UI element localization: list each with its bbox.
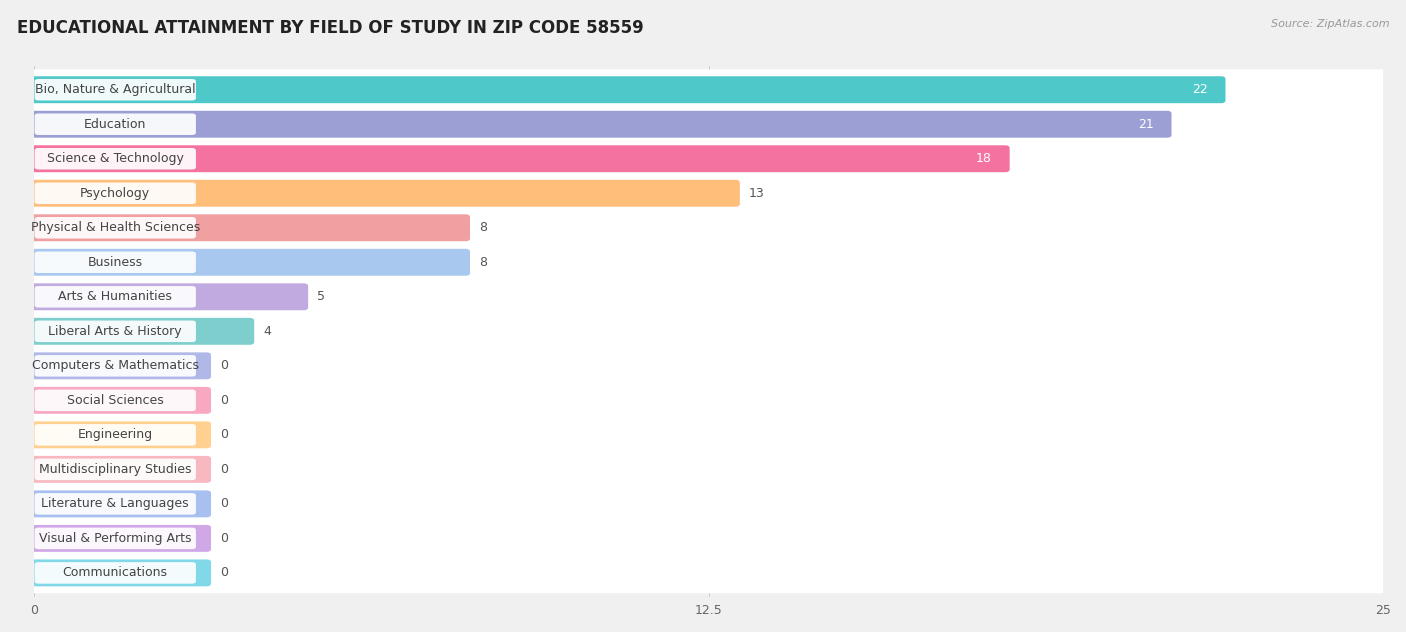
FancyBboxPatch shape (35, 286, 195, 308)
FancyBboxPatch shape (25, 483, 1391, 524)
FancyBboxPatch shape (25, 70, 1391, 110)
FancyBboxPatch shape (35, 79, 195, 100)
FancyBboxPatch shape (25, 552, 1391, 593)
Text: Business: Business (87, 256, 143, 269)
FancyBboxPatch shape (35, 389, 195, 411)
FancyBboxPatch shape (35, 148, 195, 169)
FancyBboxPatch shape (35, 320, 195, 342)
FancyBboxPatch shape (30, 353, 211, 379)
Text: Social Sciences: Social Sciences (67, 394, 163, 407)
Text: Education: Education (84, 118, 146, 131)
Text: Science & Technology: Science & Technology (46, 152, 184, 165)
Text: 0: 0 (221, 428, 228, 441)
FancyBboxPatch shape (35, 528, 195, 549)
FancyBboxPatch shape (30, 318, 254, 345)
Text: Arts & Humanities: Arts & Humanities (58, 290, 172, 303)
FancyBboxPatch shape (35, 183, 195, 204)
FancyBboxPatch shape (25, 346, 1391, 386)
FancyBboxPatch shape (30, 387, 211, 414)
FancyBboxPatch shape (30, 76, 1226, 103)
Text: 0: 0 (221, 497, 228, 511)
Text: Psychology: Psychology (80, 187, 150, 200)
FancyBboxPatch shape (30, 145, 1010, 172)
FancyBboxPatch shape (25, 173, 1391, 214)
Text: 18: 18 (976, 152, 991, 165)
FancyBboxPatch shape (30, 490, 211, 518)
FancyBboxPatch shape (30, 179, 740, 207)
Text: 0: 0 (221, 532, 228, 545)
FancyBboxPatch shape (25, 311, 1391, 351)
Text: 8: 8 (479, 221, 488, 234)
Text: Communications: Communications (63, 566, 167, 580)
Text: 0: 0 (221, 566, 228, 580)
Text: 13: 13 (749, 187, 765, 200)
Text: Engineering: Engineering (77, 428, 153, 441)
FancyBboxPatch shape (25, 207, 1391, 248)
Text: 0: 0 (221, 394, 228, 407)
Text: Multidisciplinary Studies: Multidisciplinary Studies (39, 463, 191, 476)
Text: Visual & Performing Arts: Visual & Performing Arts (39, 532, 191, 545)
FancyBboxPatch shape (25, 380, 1391, 421)
Text: Liberal Arts & History: Liberal Arts & History (48, 325, 181, 338)
Text: Computers & Mathematics: Computers & Mathematics (32, 360, 198, 372)
FancyBboxPatch shape (35, 355, 195, 377)
Text: 8: 8 (479, 256, 488, 269)
FancyBboxPatch shape (25, 415, 1391, 455)
FancyBboxPatch shape (30, 559, 211, 586)
Text: EDUCATIONAL ATTAINMENT BY FIELD OF STUDY IN ZIP CODE 58559: EDUCATIONAL ATTAINMENT BY FIELD OF STUDY… (17, 19, 644, 37)
FancyBboxPatch shape (35, 493, 195, 514)
Text: Literature & Languages: Literature & Languages (41, 497, 188, 511)
Text: Physical & Health Sciences: Physical & Health Sciences (31, 221, 200, 234)
FancyBboxPatch shape (35, 459, 195, 480)
FancyBboxPatch shape (35, 424, 195, 446)
FancyBboxPatch shape (25, 242, 1391, 283)
FancyBboxPatch shape (30, 525, 211, 552)
FancyBboxPatch shape (30, 249, 470, 276)
FancyBboxPatch shape (35, 562, 195, 584)
FancyBboxPatch shape (30, 214, 470, 241)
FancyBboxPatch shape (35, 217, 195, 238)
FancyBboxPatch shape (25, 518, 1391, 559)
FancyBboxPatch shape (25, 104, 1391, 145)
Text: Source: ZipAtlas.com: Source: ZipAtlas.com (1271, 19, 1389, 29)
Text: 22: 22 (1192, 83, 1208, 96)
Text: 5: 5 (318, 290, 325, 303)
FancyBboxPatch shape (30, 422, 211, 448)
FancyBboxPatch shape (35, 114, 195, 135)
FancyBboxPatch shape (30, 283, 308, 310)
FancyBboxPatch shape (30, 111, 1171, 138)
FancyBboxPatch shape (25, 449, 1391, 490)
FancyBboxPatch shape (25, 276, 1391, 317)
FancyBboxPatch shape (35, 252, 195, 273)
Text: 4: 4 (263, 325, 271, 338)
Text: 0: 0 (221, 360, 228, 372)
Text: 0: 0 (221, 463, 228, 476)
FancyBboxPatch shape (25, 138, 1391, 179)
Text: 21: 21 (1137, 118, 1154, 131)
Text: Bio, Nature & Agricultural: Bio, Nature & Agricultural (35, 83, 195, 96)
FancyBboxPatch shape (30, 456, 211, 483)
